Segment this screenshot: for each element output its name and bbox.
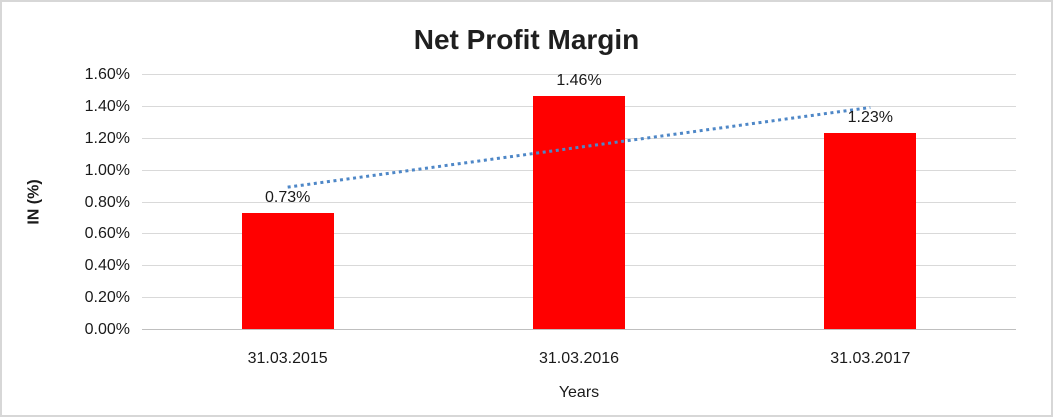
y-axis-tick-label: 1.60%	[84, 66, 130, 83]
bar-31.03.2015	[241, 212, 334, 329]
trendline-layer	[287, 105, 871, 189]
y-axis-tick-label: 0.60%	[84, 225, 130, 243]
y-axis-tick-label: 1.40%	[84, 97, 130, 115]
y-axis-tick-label: 0.20%	[84, 289, 130, 307]
y-axis-tick-label: 0.40%	[84, 257, 130, 275]
y-axis-tick-label: 1.00%	[84, 161, 130, 179]
y-axis-tick-label: 0.80%	[84, 193, 130, 211]
bar-31.03.2016	[533, 96, 625, 329]
x-axis-category-label: 31.03.2015	[247, 350, 328, 367]
data-label: 1.46%	[556, 72, 602, 90]
data-label: 1.23%	[847, 108, 894, 126]
gridline	[142, 74, 1016, 75]
data-label: 0.73%	[264, 188, 311, 206]
chart-title: Net Profit Margin	[413, 24, 640, 55]
trendline	[287, 105, 871, 189]
bar-31.03.2017	[824, 132, 917, 329]
x-axis-line	[142, 329, 1016, 330]
y-axis-tick-label: 1.20%	[84, 129, 130, 147]
plot-area: 0.73% 1.46% 1.23%	[142, 72, 1016, 330]
x-axis-category-label: 31.03.2017	[830, 350, 911, 367]
x-axis-category-label: 31.03.2016	[538, 350, 620, 367]
x-axis-title: Years	[558, 384, 600, 401]
y-axis-tick-label: 0.00%	[84, 321, 130, 338]
